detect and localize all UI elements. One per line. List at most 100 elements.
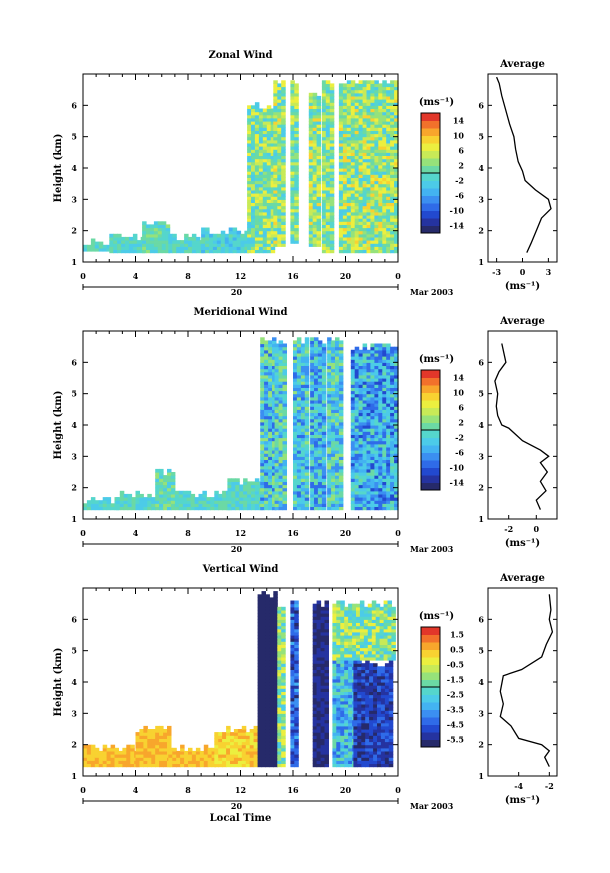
heatmap-cell: [321, 475, 327, 479]
heatmap-cell: [251, 233, 256, 238]
heatmap-cell: [350, 180, 356, 185]
heatmap-cell: [294, 124, 299, 128]
heatmap-cell: [265, 744, 270, 749]
heatmap-cell: [142, 227, 147, 232]
heatmap-cell: [268, 368, 273, 373]
heatmap-cell: [358, 193, 364, 197]
heatmap-cell: [122, 760, 127, 764]
heatmap-cell: [335, 393, 340, 398]
heatmap-cell: [366, 215, 371, 219]
heatmap-cell: [274, 356, 280, 360]
heatmap-cell: [346, 102, 352, 106]
heatmap-cell: [122, 747, 127, 752]
heatmap-cell: [220, 233, 226, 238]
heatmap-cell: [139, 754, 144, 758]
heatmap-cell: [135, 741, 140, 746]
heatmap-cell: [281, 710, 286, 714]
heatmap-cell: [260, 403, 265, 407]
heatmap-cell: [270, 114, 276, 119]
heatmap-cell: [378, 497, 383, 501]
heatmap-cell: [338, 462, 344, 467]
heatmap-cell: [374, 409, 379, 413]
heatmap-cell: [321, 506, 327, 511]
heatmap-cell: [331, 481, 336, 486]
heatmap-cell: [247, 174, 252, 178]
heatmap-cell: [254, 124, 260, 128]
heatmap-cell: [257, 763, 263, 768]
heatmap-cell: [317, 493, 323, 498]
heatmap-cell: [272, 371, 277, 376]
heatmap-cell: [155, 738, 160, 743]
heatmap-cell: [394, 406, 399, 410]
heatmap-cell: [310, 356, 315, 360]
heatmap-cell: [178, 493, 184, 498]
heatmap-cell: [321, 446, 327, 451]
heatmap-cell: [268, 415, 273, 420]
heatmap-cell: [294, 99, 299, 103]
heatmap-cell: [338, 202, 344, 207]
heatmap-cell: [235, 506, 240, 511]
heatmap-cell: [310, 506, 315, 511]
heatmap-cell: [358, 155, 364, 160]
heatmap-cell: [233, 729, 239, 733]
heatmap-cell: [293, 352, 298, 357]
heatmap-cell: [269, 675, 274, 680]
heatmap-cell: [327, 418, 332, 423]
heatmap-cell: [290, 757, 295, 761]
heatmap-cell: [374, 403, 379, 407]
heatmap-cell: [296, 356, 302, 360]
heatmap-cell: [272, 475, 277, 479]
heatmap-cell: [201, 243, 206, 247]
heatmap-cell: [338, 215, 344, 219]
heatmap-cell: [273, 609, 278, 614]
heatmap-cell: [98, 244, 104, 249]
heatmap-cell: [394, 440, 399, 445]
heatmap-cell: [366, 478, 371, 482]
y-tick-label: 2: [71, 226, 77, 236]
heatmap-cell: [331, 399, 336, 404]
heatmap-cell: [257, 757, 263, 761]
heatmap-cell: [251, 199, 256, 203]
heatmap-cell: [346, 236, 352, 241]
heatmap-cell: [310, 352, 315, 357]
heatmap-cell: [264, 443, 269, 448]
heatmap-cell: [378, 493, 383, 498]
heatmap-cell: [257, 650, 263, 655]
heatmap-cell: [366, 356, 371, 360]
heatmap-cell: [294, 130, 299, 135]
x-tick-label: 16: [287, 528, 299, 538]
heatmap-cell: [273, 644, 278, 649]
heatmap-cell: [139, 744, 144, 749]
heatmap-cell: [362, 459, 368, 464]
heatmap-cell: [102, 750, 108, 755]
heatmap-cell: [374, 500, 379, 504]
heatmap-cell: [329, 105, 335, 109]
heatmap-cell: [232, 243, 238, 247]
heatmap-cell: [335, 415, 340, 420]
heatmap-cell: [321, 136, 327, 141]
heatmap-cell: [378, 114, 383, 119]
heatmap-cell: [358, 493, 364, 498]
heatmap-cell: [390, 221, 395, 225]
heatmap-cell: [293, 450, 298, 454]
heatmap-cell: [317, 352, 323, 357]
heatmap-cell: [247, 224, 252, 229]
heatmap-cell: [370, 152, 375, 156]
heatmap-cell: [314, 453, 319, 457]
heatmap-cell: [167, 503, 172, 507]
heatmap-cell: [90, 241, 96, 246]
heatmap-cell: [327, 493, 332, 498]
heatmap-cell: [327, 406, 332, 410]
heatmap-cell: [294, 199, 299, 203]
heatmap-cell: [327, 446, 332, 451]
heatmap-cell: [260, 349, 265, 354]
heatmap-cell: [274, 490, 280, 495]
heatmap-cell: [260, 443, 265, 448]
heatmap-cell: [354, 83, 360, 88]
heatmap-cell: [247, 199, 252, 203]
heatmap-cell: [338, 481, 344, 486]
heatmap-cell: [262, 186, 268, 191]
heatmap-cell: [110, 744, 116, 749]
heatmap-cell: [281, 609, 286, 614]
heatmap-cell: [216, 233, 222, 238]
